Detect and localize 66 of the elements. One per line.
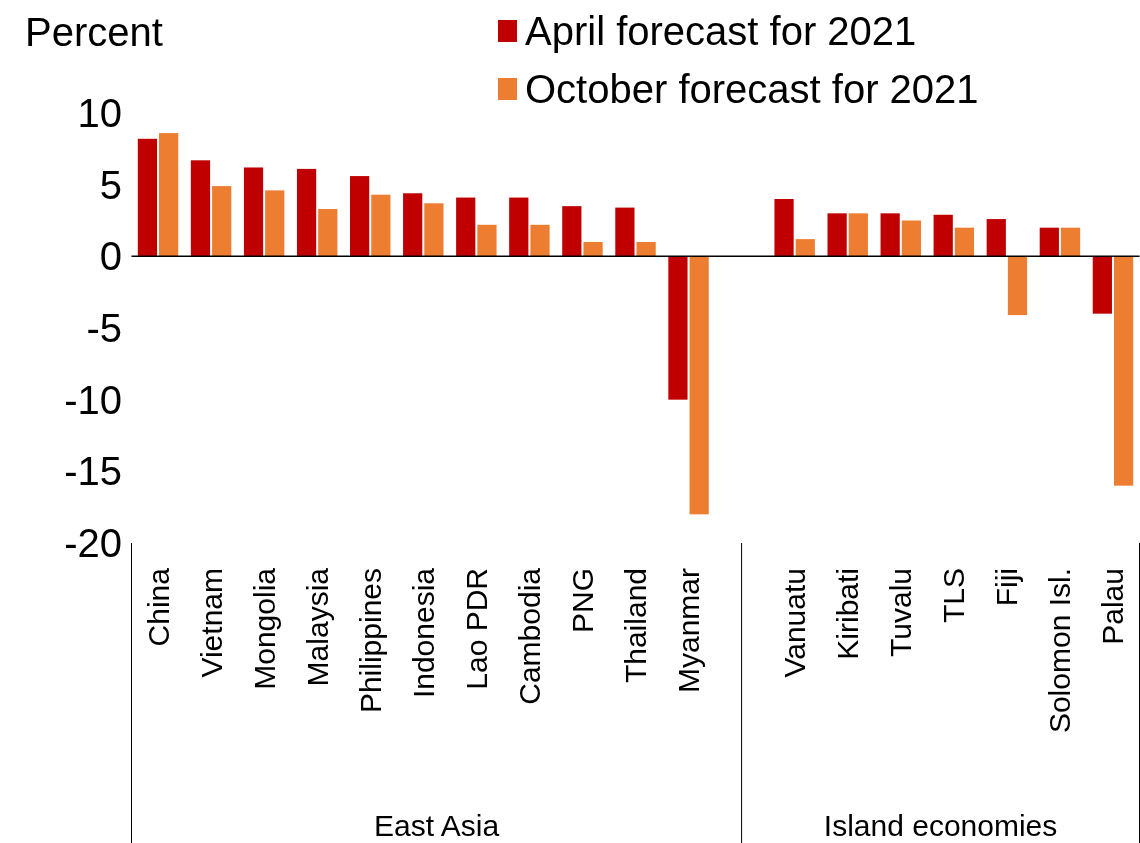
y-tick-label: 10 xyxy=(77,91,122,135)
x-tick-label: Palau xyxy=(1096,568,1130,645)
text: East Asia xyxy=(374,809,500,842)
bar xyxy=(190,160,211,257)
bar xyxy=(350,176,370,257)
bar xyxy=(1113,256,1134,486)
bar xyxy=(424,203,444,257)
bar xyxy=(265,190,285,257)
bar xyxy=(562,206,582,257)
x-tick-label: Myanmar xyxy=(672,568,706,694)
x-tick-label: Lao PDR xyxy=(459,568,493,690)
x-tick-label: Kiribati xyxy=(831,568,865,660)
bar xyxy=(243,167,264,257)
x-tick-label: Vietnam xyxy=(194,568,228,678)
bar xyxy=(636,242,656,257)
x-tick-label: TLS xyxy=(937,568,971,624)
bar xyxy=(456,197,476,257)
x-tick-label: Fiji xyxy=(990,568,1024,607)
bar xyxy=(1092,256,1112,314)
y-tick-label: -5 xyxy=(86,306,122,350)
x-tick-label: Thailand xyxy=(619,568,652,684)
text: Island economies xyxy=(823,809,1058,842)
y-axis-title: Percent xyxy=(25,10,163,54)
x-tick-label: Tuvalu xyxy=(884,568,918,657)
x-tick-label: Solomon Isl. xyxy=(1043,568,1077,734)
legend-label: October forecast for 2021 xyxy=(525,67,979,111)
bar xyxy=(615,207,635,257)
bar xyxy=(318,209,338,257)
x-tick-label: Cambodia xyxy=(512,567,546,705)
bar xyxy=(212,186,232,257)
y-tick-label: -15 xyxy=(64,449,122,494)
bar xyxy=(933,214,953,257)
y-tick-label: -20 xyxy=(64,521,122,565)
bar xyxy=(296,168,317,257)
bar xyxy=(689,256,709,515)
bar xyxy=(774,199,794,257)
bar xyxy=(403,193,423,257)
bar xyxy=(371,194,391,257)
bar xyxy=(1039,227,1059,257)
bar xyxy=(986,219,1006,257)
bar xyxy=(477,224,497,257)
y-tick-label: -10 xyxy=(64,377,122,422)
x-tick-label: Mongolia xyxy=(247,567,281,690)
bar xyxy=(668,256,688,400)
bar xyxy=(848,213,868,257)
x-tick-label: Malaysia xyxy=(300,567,334,687)
x-tick-label: PNG xyxy=(565,568,599,634)
x-tick-label: China xyxy=(141,567,175,647)
x-tick-label: Indonesia xyxy=(406,567,440,699)
x-tick-label: Philippines xyxy=(353,568,387,714)
bar xyxy=(795,239,815,257)
y-tick-label: 0 xyxy=(99,234,122,279)
bar xyxy=(159,133,179,257)
bar xyxy=(137,138,158,257)
bar xyxy=(827,213,847,257)
legend-label: April forecast for 2021 xyxy=(525,9,917,53)
y-tick-label: 5 xyxy=(99,162,122,207)
x-tick-label: Vanuatu xyxy=(778,568,812,678)
bar xyxy=(880,213,900,257)
bar xyxy=(901,220,921,257)
bar xyxy=(1007,256,1028,316)
bar xyxy=(530,224,550,257)
bar xyxy=(509,197,529,257)
bar xyxy=(1060,227,1081,257)
bar xyxy=(583,242,603,257)
bar xyxy=(954,227,975,257)
